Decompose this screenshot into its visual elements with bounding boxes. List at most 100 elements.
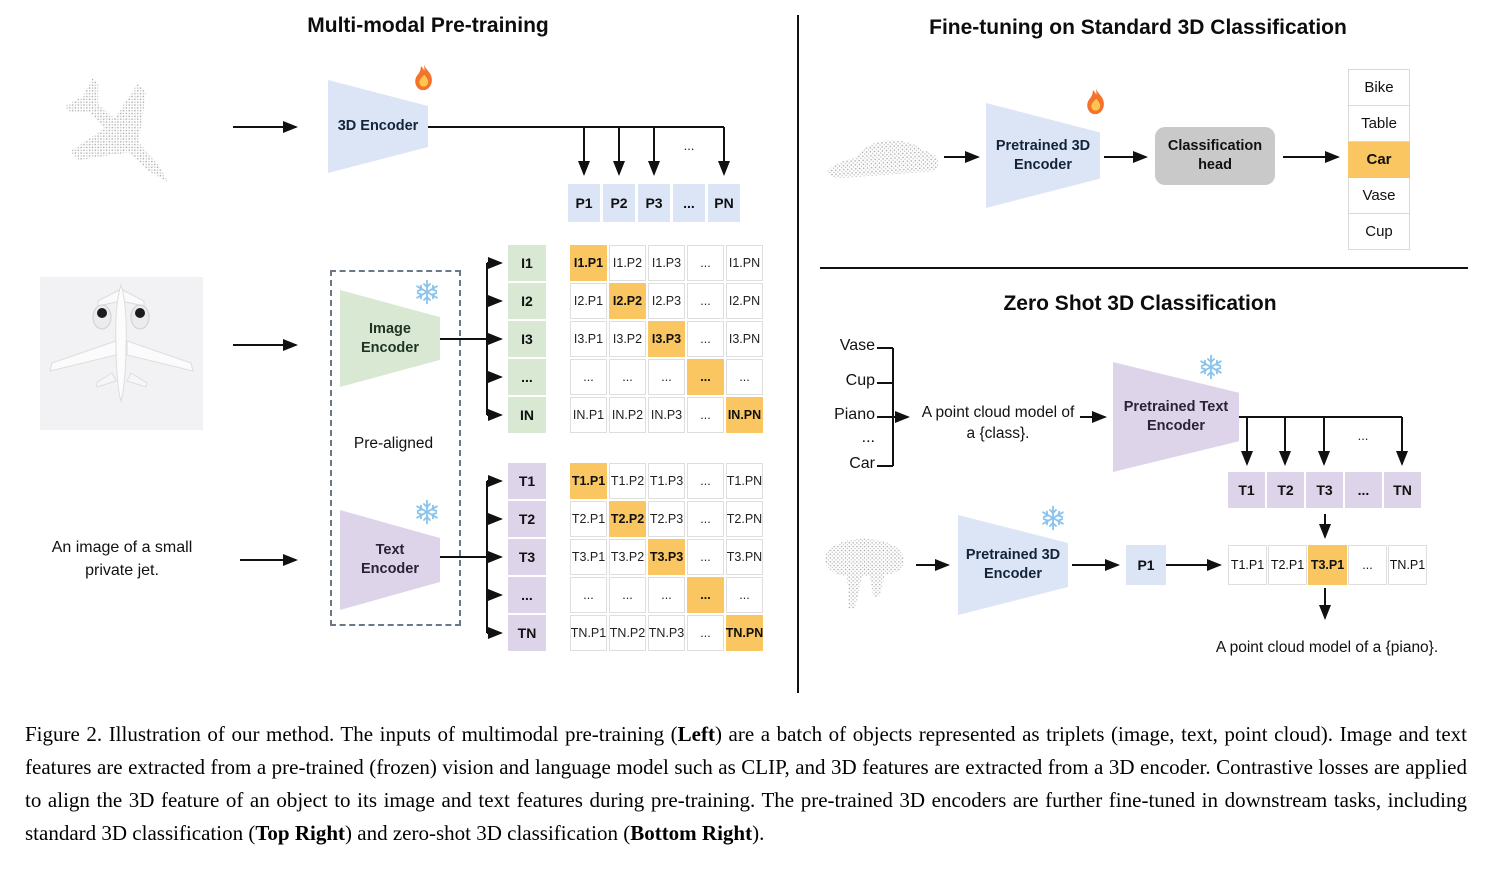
piano-point-cloud [825,538,904,609]
class-cell: Vase [1348,178,1410,214]
matrix-cell: ... [648,577,685,613]
pretrained-3d-encoder-ft: Pretrained 3D Encoder [986,103,1100,208]
prompt-line2: a {class}. [966,425,1030,442]
text-feature-cell: ... [1345,472,1382,508]
input-text-line1: An image of a small [51,539,193,556]
finetuning-title: Fine-tuning on Standard 3D Classificatio… [929,16,1347,39]
matrix-cell: IN.P2 [609,397,646,433]
p1-feature-cell: P1 [1126,545,1166,585]
matrix-cell: IN.P3 [648,397,685,433]
result-cell: T3.P1 [1308,545,1347,585]
class-prediction-list: Bike Table Car Vase Cup [1348,69,1410,250]
snowflake-icon [1042,505,1064,531]
matrix-cell: ... [687,501,724,537]
result-cell: ... [1348,545,1387,585]
image-feature-cell: I3 [508,321,546,357]
class-cell: Bike [1348,69,1410,106]
zeroshot-class-label: Car [849,455,875,472]
pretrained-3d-encoder-zs: Pretrained 3D Encoder [958,515,1068,615]
text-feature-cell: T3 [508,539,546,575]
image-encoder-label-2: Encoder [360,339,419,356]
pretrained-3d-encoder-ft-label-2: Encoder [1013,156,1072,173]
class-cell: Cup [1348,214,1410,250]
zeroshot-title: Zero Shot 3D Classification [1003,292,1277,315]
image-feature-cell: ... [508,359,546,395]
matrix-cell: ... [687,539,724,575]
p-feature-row: P1 P2 P3... PN [568,184,740,222]
image-feature-column: I1 I2 I3... IN [508,245,546,433]
snowflake-icon [416,499,438,525]
matrix-cell: ... [687,245,724,281]
text-feature-column: T1 T2 T3... TN [508,463,546,651]
class-cell: Car [1348,142,1410,178]
matrix-cell: ... [687,577,724,613]
matrix-cell: TN.P1 [570,615,607,651]
p-feature-cell: P2 [603,184,635,222]
matrix-cell: T1.P2 [609,463,646,499]
caption-segment: ). [752,821,765,845]
text-feature-cell: TN [1384,472,1421,508]
input-text-line2: private jet. [85,562,159,579]
airplane-point-cloud [64,78,169,183]
matrix-cell: T1.PN [726,463,763,499]
result-cell: T1.P1 [1228,545,1267,585]
matrix-cell: T1.P1 [570,463,607,499]
matrix-cell: T2.PN [726,501,763,537]
matrix-cell: IN.P1 [570,397,607,433]
text-encoder-label-1: Text [375,542,405,559]
prompt-line1: A point cloud model of [921,404,1075,421]
class-cell: Table [1348,106,1410,142]
pretrained-text-encoder-label-2: Encoder [1146,418,1205,434]
zeroshot-class-label: Vase [839,337,875,354]
matrix-cell: ... [687,615,724,651]
matrix-cell: ... [648,359,685,395]
pretrained-3d-encoder-zs-label-1: Pretrained 3D [965,547,1061,564]
text-feature-cell: ... [508,577,546,613]
pre-aligned-box [330,270,461,626]
matrix-cell: T2.P2 [609,501,646,537]
matrix-cell: T2.P3 [648,501,685,537]
image-feature-cell: I1 [508,245,546,281]
ellipsis: ... [683,138,695,153]
matrix-cell: I1.P3 [648,245,685,281]
text-feature-cell: T3 [1306,472,1343,508]
matrix-cell: I2.P1 [570,283,607,319]
matrix-cell: I3.P2 [609,321,646,357]
matrix-cell: I2.P3 [648,283,685,319]
matrix-cell: I3.P3 [648,321,685,357]
image-feature-cell: I2 [508,283,546,319]
input-text: An image of a small private jet. [28,536,216,582]
text-feature-cell: T2 [1267,472,1304,508]
matrix-cell: TN.PN [726,615,763,651]
text-feature-cell: TN [508,615,546,651]
zeroshot-class-label: Piano [834,406,875,423]
p-feature-cell: P3 [638,184,670,222]
matrix-cell: I1.P2 [609,245,646,281]
matrix-cell: TN.P3 [648,615,685,651]
matrix-cell: IN.PN [726,397,763,433]
flame-icon [415,63,432,91]
matrix-cell: ... [609,577,646,613]
matrix-cell: T3.P3 [648,539,685,575]
matrix-cell: I3.P1 [570,321,607,357]
pretrained-text-encoder-label-1: Pretrained Text [1123,399,1229,416]
matrix-cell: ... [687,283,724,319]
p-feature-cell: ... [673,184,705,222]
prompt-text: A point cloud model of a {class}. [908,402,1088,444]
image-encoder-label-1: Image [369,320,411,337]
caption-bold-segment: Top Right [255,821,346,845]
matrix-cell: ... [726,577,763,613]
matrix-cell: ... [609,359,646,395]
zeroshot-output-text: A point cloud model of a {piano}. [1215,639,1439,656]
pretrained-3d-encoder-zs-label-2: Encoder [983,566,1042,582]
caption-segment: ) and zero-shot 3D classification ( [345,821,631,845]
matrix-cell: ... [687,321,724,357]
caption-segment: ) are a batch of objects represented as … [25,722,1467,845]
matrix-cell: T2.P1 [570,501,607,537]
zeroshot-class-label: Cup [845,372,875,389]
result-cell: TN.P1 [1388,545,1427,585]
text-feature-cell: T1 [508,463,546,499]
matrix-cell: T3.P1 [570,539,607,575]
ellipsis: ... [1357,428,1369,443]
